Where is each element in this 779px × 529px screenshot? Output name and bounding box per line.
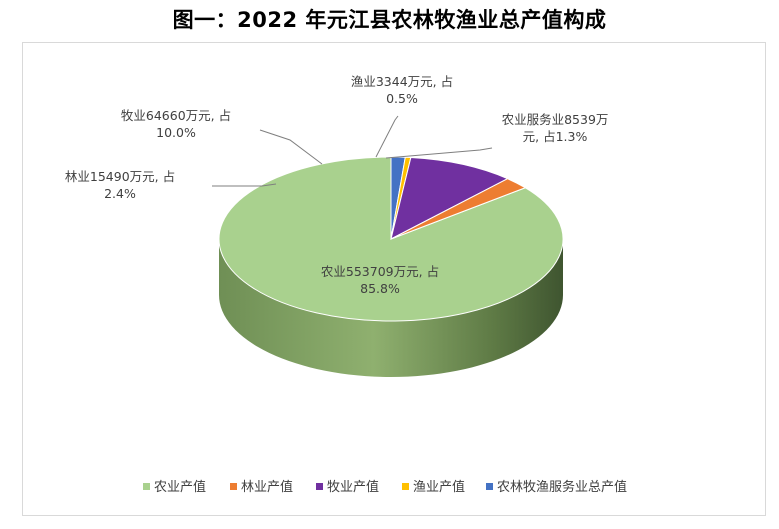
legend-swatch-fishery bbox=[402, 483, 409, 490]
legend-swatch-forestry bbox=[230, 483, 237, 490]
legend-label-fishery: 渔业产值 bbox=[413, 479, 465, 495]
legend-swatch-animal-husbandry bbox=[316, 483, 323, 490]
legend-swatch-agriculture bbox=[143, 483, 150, 490]
chart-title: 图一：2022 年元江县农林牧渔业总产值构成 bbox=[172, 8, 607, 32]
data-label-animal-husbandry-line1: 牧业64660万元, 占 bbox=[121, 108, 231, 123]
data-label-agriculture-line2: 85.8% bbox=[360, 281, 400, 296]
data-label-agriculture-line1: 农业553709万元, 占 bbox=[321, 264, 439, 279]
data-label-service-line1: 农业服务业8539万 bbox=[502, 112, 609, 127]
data-label-fishery-line2: 0.5% bbox=[386, 91, 418, 106]
legend-swatch-service bbox=[486, 483, 493, 490]
leader-line-animal-husbandry bbox=[259, 129, 323, 165]
legend-label-agriculture: 农业产值 bbox=[154, 479, 206, 495]
legend-label-animal-husbandry: 牧业产值 bbox=[327, 479, 379, 495]
data-label-animal-husbandry-line2: 10.0% bbox=[156, 125, 196, 140]
data-label-forestry-line1: 林业15490万元, 占 bbox=[65, 169, 175, 184]
pie-side-wall bbox=[219, 239, 563, 377]
legend-label-forestry: 林业产值 bbox=[241, 479, 293, 495]
data-label-fishery-line1: 渔业3344万元, 占 bbox=[351, 74, 453, 89]
leader-line-forestry bbox=[212, 183, 277, 187]
legend-label-service: 农林牧渔服务业总产值 bbox=[497, 479, 627, 495]
leader-line-service bbox=[385, 147, 493, 159]
data-label-forestry-line2: 2.4% bbox=[104, 186, 136, 201]
data-label-service-line2: 元, 占1.3% bbox=[523, 129, 588, 144]
leader-line-fishery bbox=[375, 115, 399, 158]
pie-slice-animal-husbandry bbox=[390, 157, 509, 240]
pie-slice-forestry bbox=[390, 178, 527, 240]
